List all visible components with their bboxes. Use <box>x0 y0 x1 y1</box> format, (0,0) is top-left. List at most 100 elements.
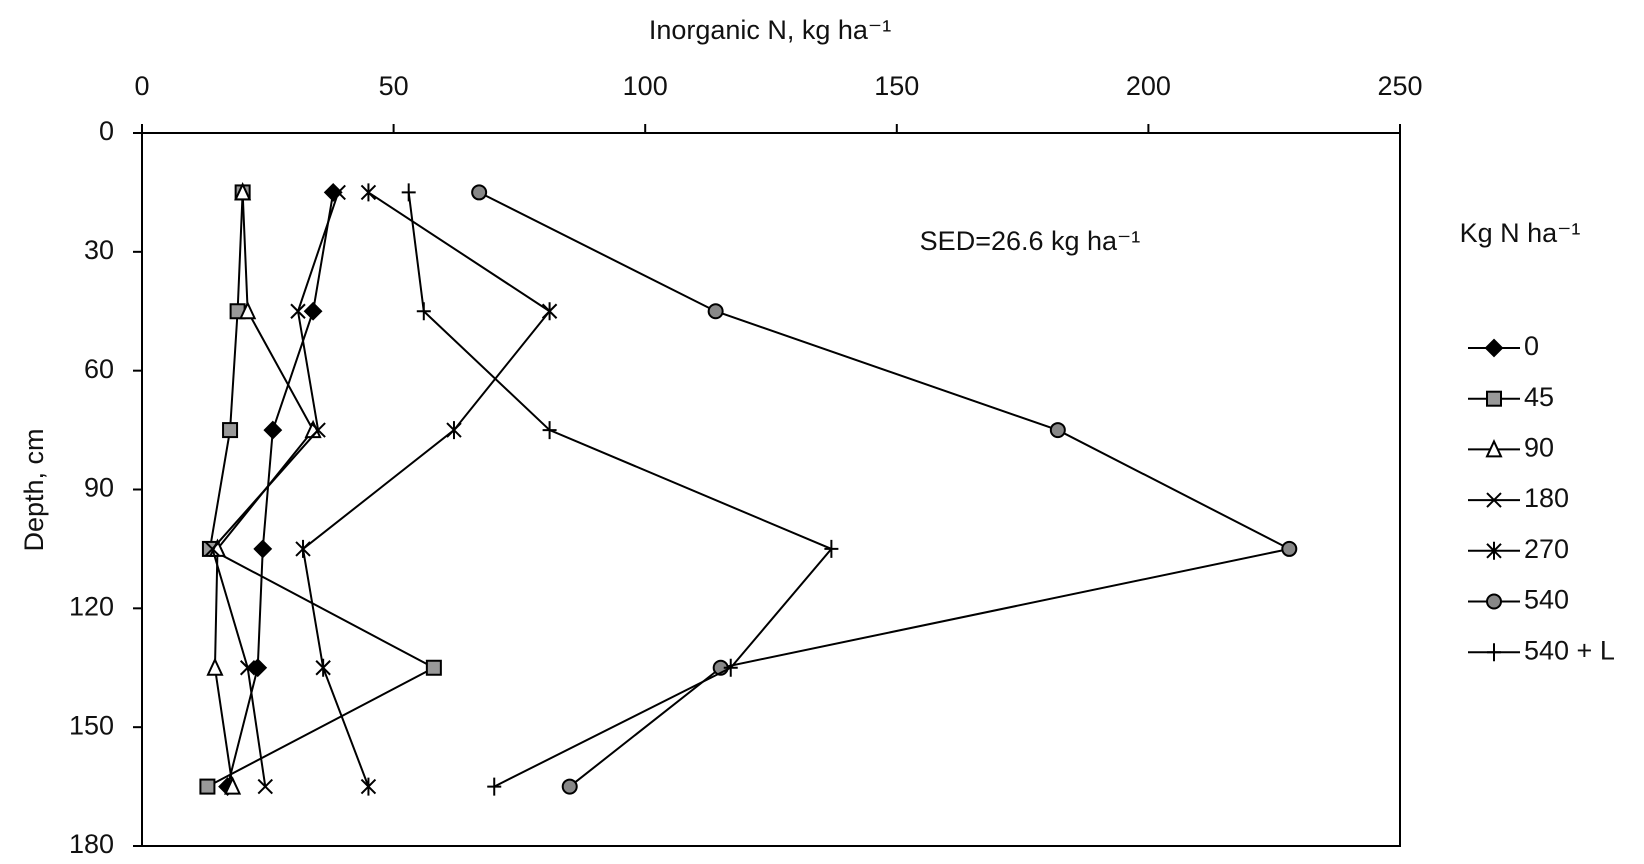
marker <box>248 658 268 678</box>
plot-frame <box>141 132 1401 847</box>
y-tick-label: 150 <box>69 710 114 740</box>
marker-part <box>824 539 839 558</box>
marker <box>487 777 502 796</box>
marker-part <box>290 303 306 319</box>
legend-marker <box>1486 492 1502 508</box>
y-tick-label: 120 <box>69 591 114 621</box>
marker <box>425 659 442 676</box>
marker-part <box>248 658 268 678</box>
legend-marker <box>1484 338 1504 358</box>
marker-part <box>1487 643 1501 662</box>
legend-marker <box>1485 439 1503 458</box>
series-line <box>301 191 552 787</box>
marker-part <box>487 777 502 796</box>
marker <box>401 183 416 202</box>
legend-marker <box>1486 390 1502 407</box>
marker <box>1281 540 1298 557</box>
marker-part <box>1484 338 1504 358</box>
marker <box>446 421 462 440</box>
marker <box>561 778 578 795</box>
marker <box>257 778 273 795</box>
marker-part <box>1049 422 1066 439</box>
marker-part <box>303 301 323 321</box>
marker-part <box>723 658 738 677</box>
legend-label: 90 <box>1524 433 1554 463</box>
marker-part <box>401 183 416 202</box>
marker-part <box>206 657 224 676</box>
marker-part <box>222 422 239 439</box>
y-tick-label: 180 <box>69 829 114 859</box>
legend-label: 540 <box>1524 585 1569 615</box>
marker-part <box>315 658 331 677</box>
x-tick-label: 250 <box>1377 71 1422 101</box>
marker <box>206 657 224 676</box>
marker <box>263 420 283 440</box>
series-line <box>226 192 335 787</box>
marker <box>360 183 377 202</box>
marker-part <box>330 184 346 201</box>
marker <box>222 422 239 439</box>
x-tick-label: 150 <box>874 71 919 101</box>
marker-part <box>561 778 578 795</box>
marker-part <box>707 303 724 320</box>
annotation: SED=26.6 kg ha⁻¹ <box>920 226 1141 256</box>
y-tick-label: 60 <box>84 354 114 384</box>
marker-part <box>199 778 216 795</box>
marker-part <box>471 184 488 201</box>
marker-part <box>239 660 256 676</box>
marker <box>330 184 346 201</box>
legend-marker <box>1486 593 1502 610</box>
marker-part <box>1486 390 1502 407</box>
legend-title: Kg N ha⁻¹ <box>1460 218 1581 248</box>
marker-part <box>541 302 558 321</box>
marker-part <box>542 421 557 440</box>
y-tick-label: 0 <box>99 116 114 146</box>
marker <box>1049 422 1066 439</box>
marker-part <box>204 541 221 557</box>
legend-label: 0 <box>1524 331 1539 361</box>
legend-label: 540 + L <box>1524 635 1615 665</box>
marker-part <box>253 539 273 559</box>
marker-part <box>360 777 377 796</box>
marker <box>204 541 221 557</box>
x-tick-label: 100 <box>623 71 668 101</box>
x-tick-label: 0 <box>134 71 149 101</box>
marker-part <box>446 421 462 440</box>
marker <box>542 421 557 440</box>
marker <box>253 539 273 559</box>
marker <box>541 302 558 321</box>
marker <box>234 182 252 201</box>
marker <box>315 658 331 677</box>
chart-title: Inorganic N, kg ha⁻¹ <box>649 15 891 45</box>
marker <box>824 539 839 558</box>
legend-label: 45 <box>1524 382 1554 412</box>
x-tick-label: 200 <box>1126 71 1171 101</box>
legend-label: 180 <box>1524 483 1569 513</box>
legend-label: 270 <box>1524 534 1569 564</box>
marker <box>360 777 377 796</box>
marker <box>707 303 724 320</box>
legend-marker <box>1487 643 1501 662</box>
marker <box>416 302 431 321</box>
marker-part <box>416 302 431 321</box>
x-tick-label: 50 <box>379 71 409 101</box>
y-axis-label: Depth, cm <box>19 428 49 551</box>
marker-part <box>224 776 242 795</box>
marker-part <box>263 420 283 440</box>
series-line <box>206 192 436 788</box>
series-line <box>478 191 1293 788</box>
marker-part <box>239 300 257 320</box>
marker-part <box>360 183 377 202</box>
marker <box>199 778 216 795</box>
marker-part <box>1486 593 1502 610</box>
marker-part <box>295 539 311 558</box>
marker <box>290 303 306 319</box>
marker-part <box>1485 439 1503 458</box>
marker <box>723 658 738 677</box>
marker <box>310 422 326 438</box>
series-line <box>407 192 834 788</box>
marker <box>471 184 488 201</box>
marker-part <box>257 778 273 795</box>
